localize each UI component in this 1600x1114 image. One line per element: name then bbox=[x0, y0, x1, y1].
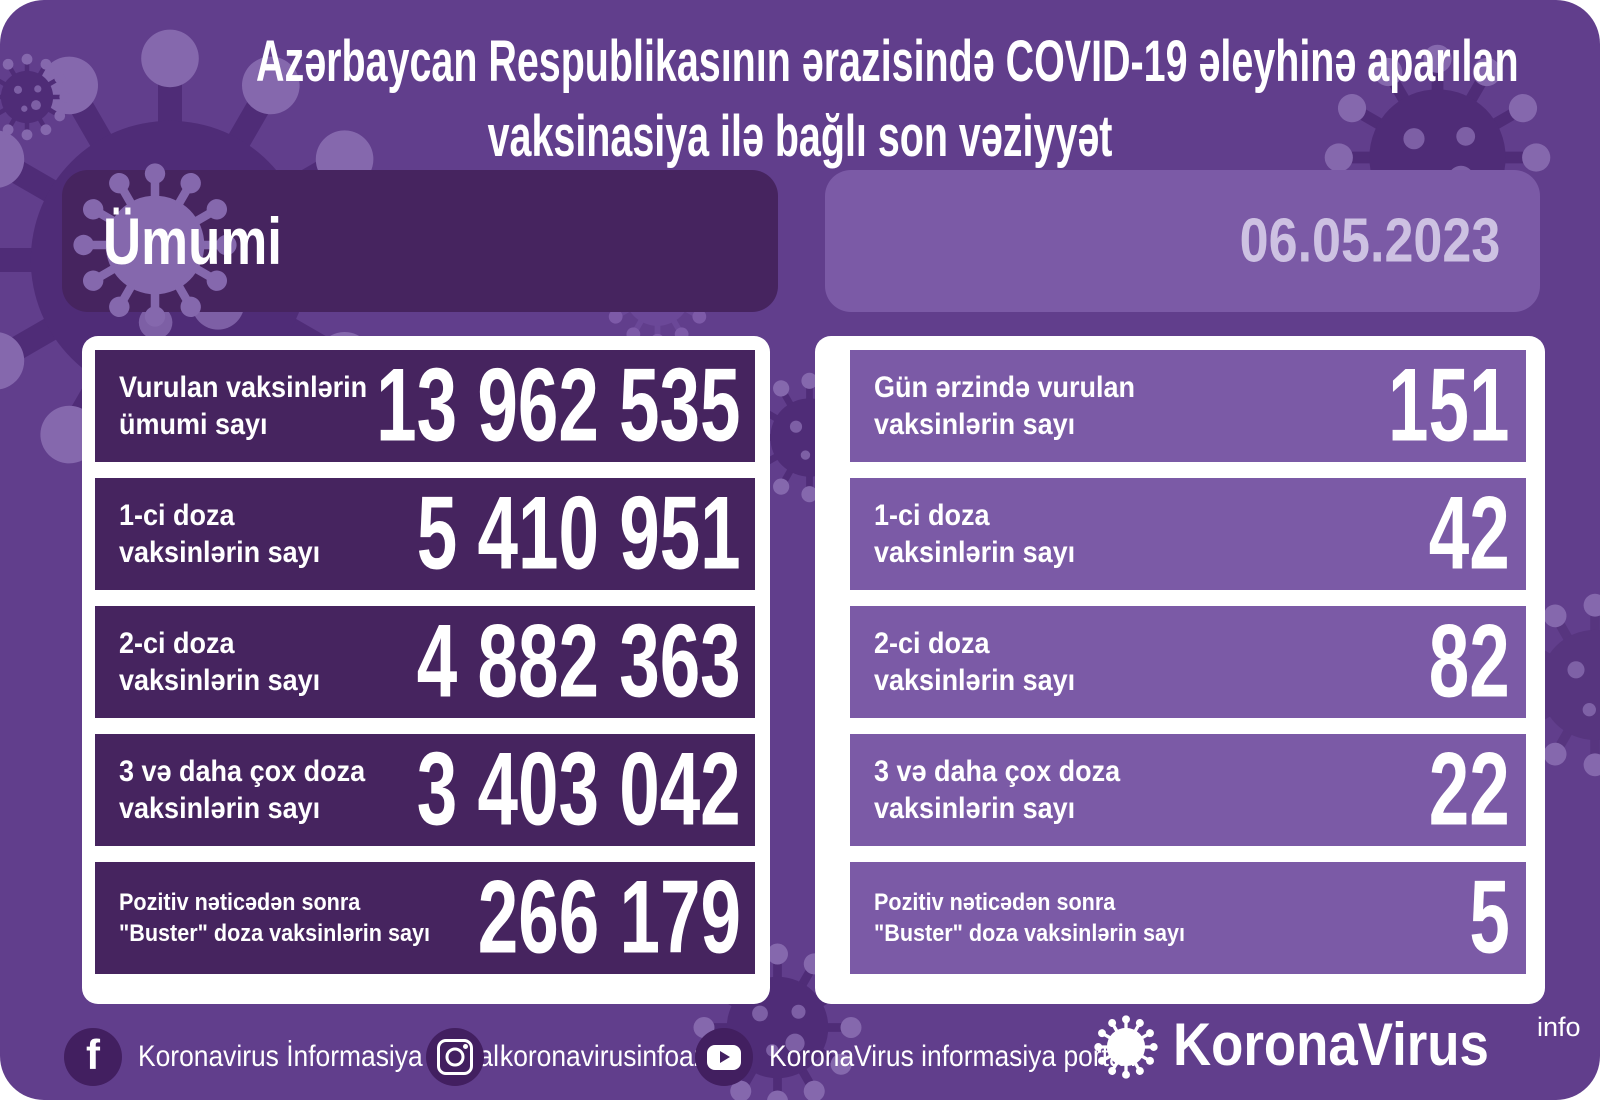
daily-panel: Gün ərzində vurulan vaksinlərin sayı 151… bbox=[815, 336, 1545, 1004]
daily-row-dose-1: 1-ci doza vaksinlərin sayı 42 bbox=[850, 476, 1526, 592]
total-header: Ümumi bbox=[62, 170, 778, 312]
total-row-dose-3plus: 3 və daha çox doza vaksinlərin sayı 3 40… bbox=[95, 732, 755, 848]
stat-value: 42 bbox=[1429, 475, 1510, 592]
stat-label: 2-ci doza vaksinlərin sayı bbox=[119, 627, 321, 697]
page-title: Azərbaycan Respublikasının ərazisində CO… bbox=[0, 24, 1600, 174]
stat-label: 3 və daha çox doza vaksinlərin sayı bbox=[874, 755, 1121, 825]
total-row-dose-2: 2-ci doza vaksinlərin sayı 4 882 363 bbox=[95, 604, 755, 720]
stat-label: 3 və daha çox doza vaksinlərin sayı bbox=[119, 755, 366, 825]
brand-logo: KoronaVirus info bbox=[1093, 1012, 1581, 1080]
stat-value: 3 403 042 bbox=[417, 731, 741, 848]
title-line-2: vaksinasiya ilə bağlı son vəziyyət bbox=[487, 104, 1113, 169]
report-date: 06.05.2023 bbox=[1239, 206, 1500, 276]
brand-suffix: info bbox=[1536, 1012, 1581, 1042]
stat-value: 266 179 bbox=[477, 859, 741, 976]
stat-value: 13 962 535 bbox=[376, 347, 741, 464]
total-row-booster: Pozitiv nəticədən sonra "Buster" doza va… bbox=[95, 860, 755, 976]
stat-label: 1-ci doza vaksinlərin sayı bbox=[874, 499, 1076, 569]
stat-value: 5 bbox=[1469, 859, 1510, 976]
daily-row-all-doses: Gün ərzində vurulan vaksinlərin sayı 151 bbox=[850, 348, 1526, 464]
stat-value: 5 410 951 bbox=[417, 475, 741, 592]
daily-row-dose-2: 2-ci doza vaksinlərin sayı 82 bbox=[850, 604, 1526, 720]
youtube-icon bbox=[695, 1028, 753, 1086]
total-row-dose-1: 1-ci doza vaksinlərin sayı 5 410 951 bbox=[95, 476, 755, 592]
totals-panel: Vurulan vaksinlərin ümumi sayı 13 962 53… bbox=[82, 336, 770, 1004]
facebook-icon: f bbox=[64, 1028, 122, 1086]
daily-row-dose-3plus: 3 və daha çox doza vaksinlərin sayı 22 bbox=[850, 732, 1526, 848]
total-header-label: Ümumi bbox=[103, 204, 282, 278]
instagram-label: koronavirusinfoaz bbox=[500, 1040, 707, 1073]
stat-value: 22 bbox=[1429, 731, 1510, 848]
stat-label: Gün ərzində vurulan vaksinlərin sayı bbox=[874, 371, 1136, 441]
title-line-1: Azərbaycan Respublikasının ərazisində CO… bbox=[256, 29, 1519, 94]
instagram-link[interactable]: koronavirusinfoaz bbox=[426, 1028, 735, 1086]
stat-label: Pozitiv nəticədən sonra "Buster" doza va… bbox=[874, 889, 1186, 947]
stat-value: 82 bbox=[1429, 603, 1510, 720]
date-header: 06.05.2023 bbox=[825, 170, 1540, 312]
stat-label: 1-ci doza vaksinlərin sayı bbox=[119, 499, 321, 569]
brand-virus-icon bbox=[1093, 1014, 1159, 1080]
stat-value: 151 bbox=[1388, 347, 1510, 464]
daily-row-booster: Pozitiv nəticədən sonra "Buster" doza va… bbox=[850, 860, 1526, 976]
total-row-all-doses: Vurulan vaksinlərin ümumi sayı 13 962 53… bbox=[95, 348, 755, 464]
stat-label: Pozitiv nəticədən sonra "Buster" doza va… bbox=[119, 889, 431, 947]
stat-value: 4 882 363 bbox=[417, 603, 741, 720]
stat-label: 2-ci doza vaksinlərin sayı bbox=[874, 627, 1076, 697]
brand-name: KoronaVirus bbox=[1173, 1011, 1489, 1078]
instagram-icon bbox=[426, 1028, 484, 1086]
